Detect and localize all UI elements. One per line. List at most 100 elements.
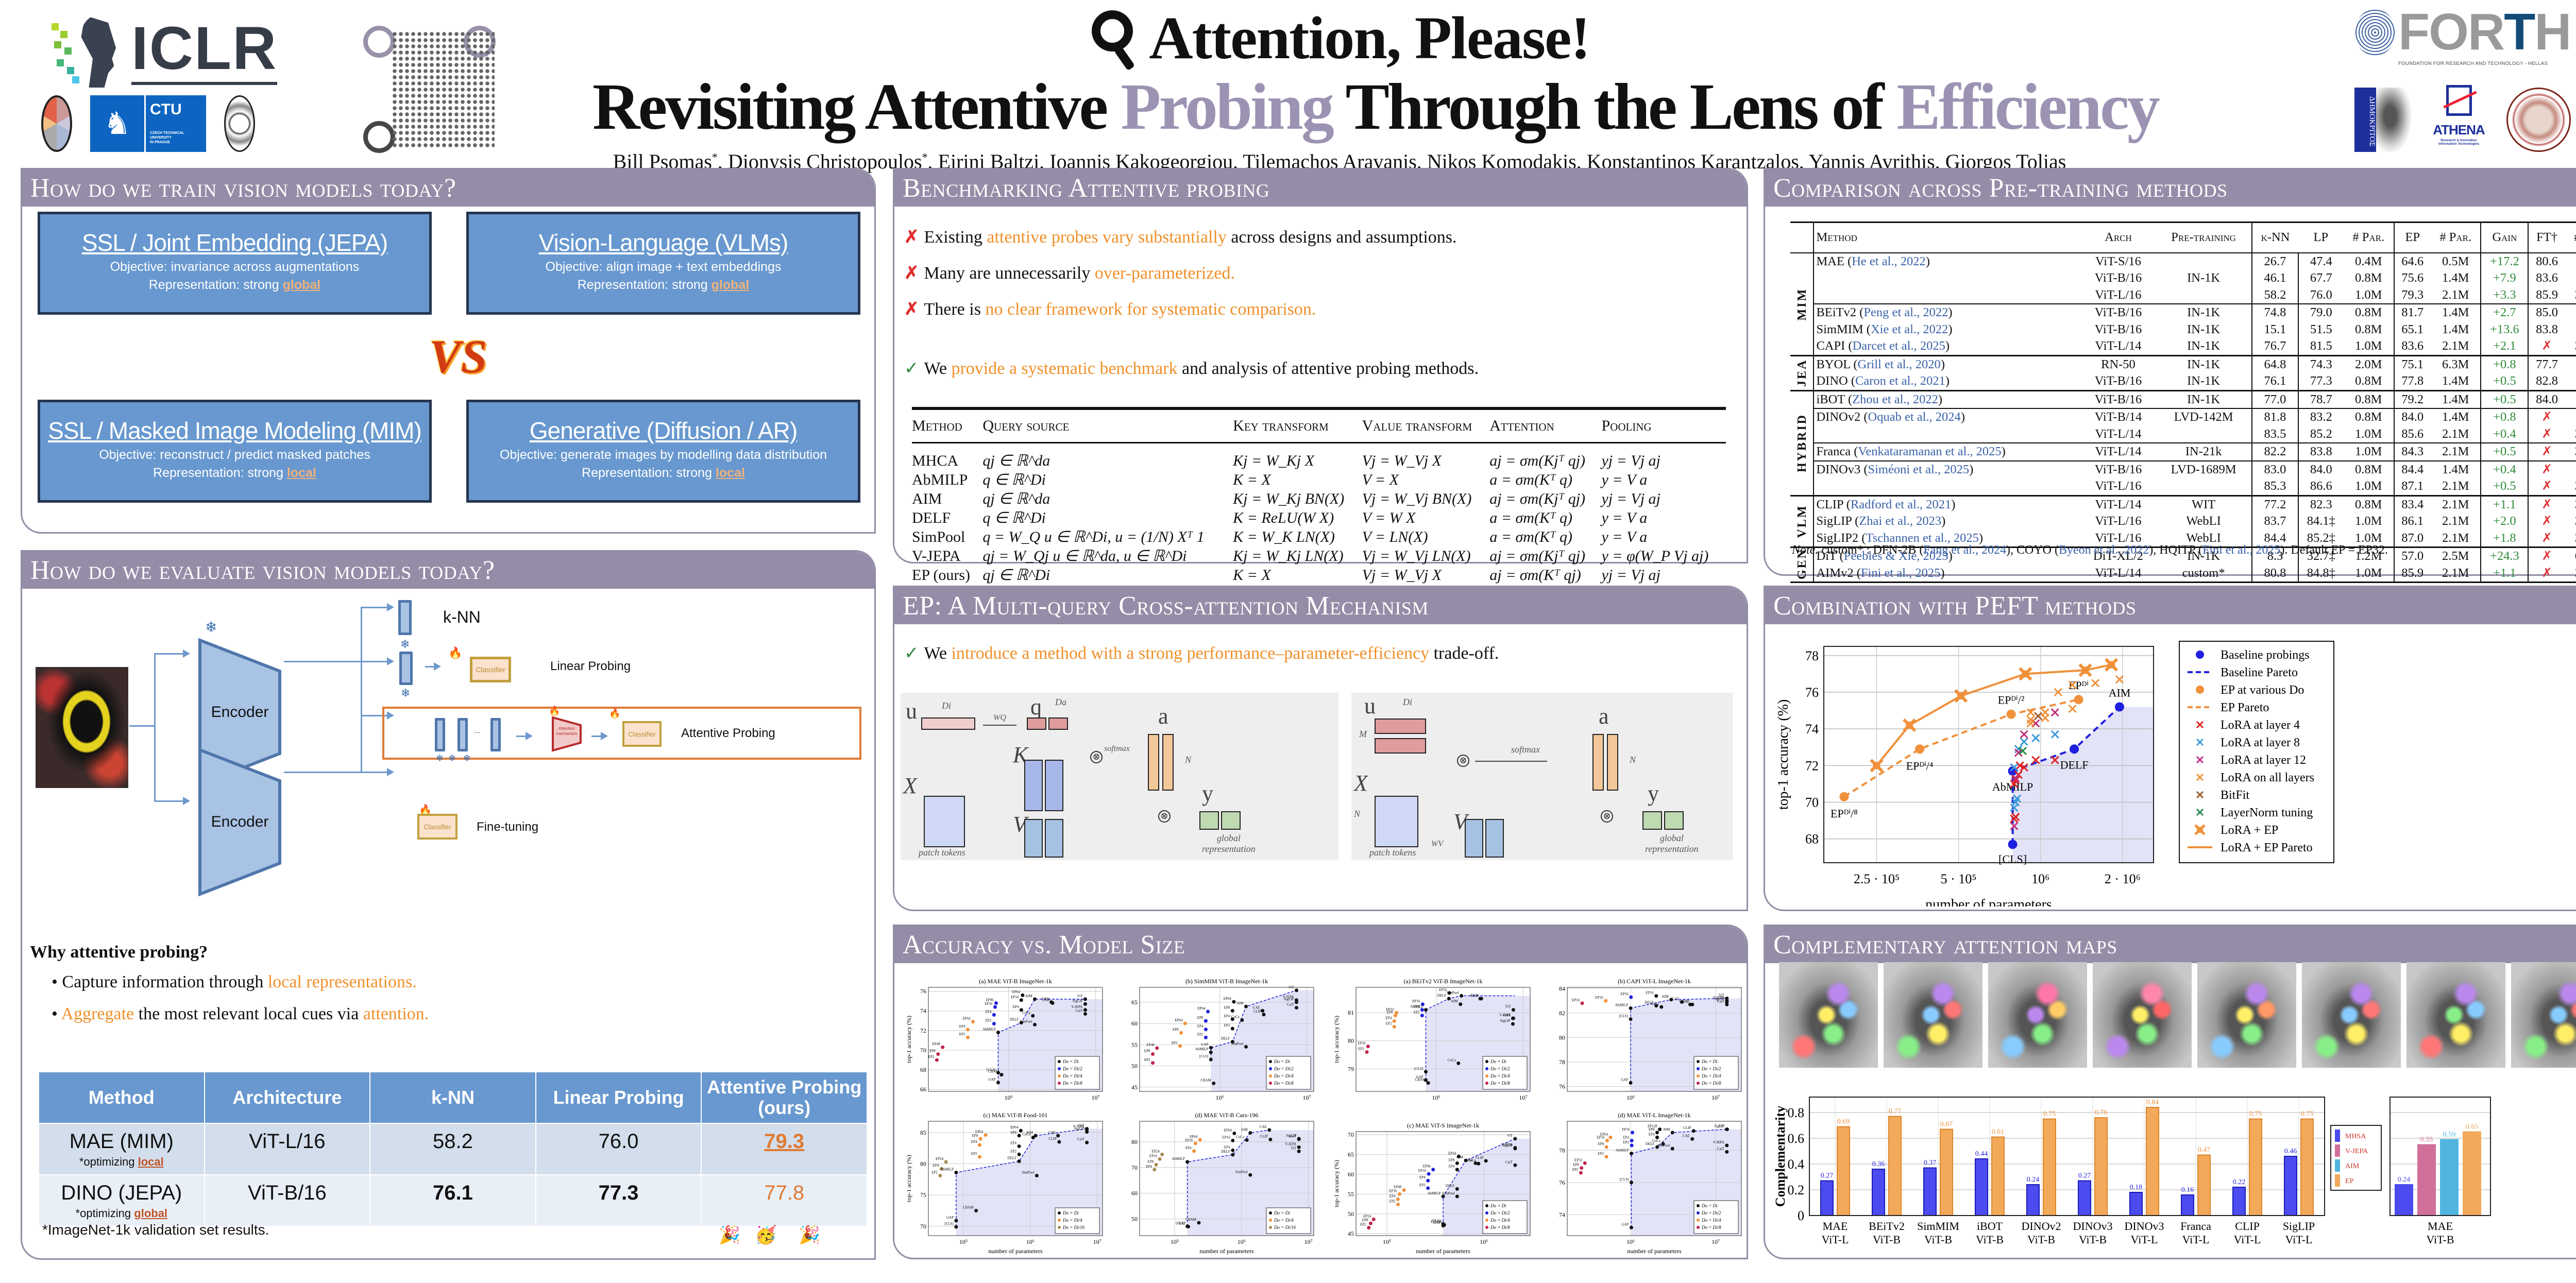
legend-label: LoRA at layer 12 [2221, 754, 2306, 767]
data-label: [CLS] [1620, 1177, 1629, 1182]
data-point [1426, 1186, 1430, 1190]
data-cell: +0.5 [2480, 373, 2529, 390]
data-label: EP16 [1185, 1138, 1193, 1142]
citation-link: Oquab et al., 2024 [1868, 410, 1961, 424]
data-point [1153, 1168, 1157, 1172]
data-cell: IN-1K [2155, 389, 2252, 408]
data-cell: 304M [2565, 287, 2576, 304]
data-label: EP16 [1597, 1136, 1605, 1140]
column-header: Pre-training [2171, 230, 2236, 244]
highlighted-text: provide a systematic benchmark [951, 359, 1178, 378]
data-label: EP8 [1649, 1127, 1655, 1132]
table-row: DELF q ∈ ℝ^Di K = ReLU(W X) V = W X a = σm(K… [912, 508, 1726, 527]
legend-symbol [2196, 686, 2204, 694]
data-label: EP2 [1389, 1199, 1396, 1203]
bar-ep [2463, 1131, 2481, 1216]
qr-code[interactable] [363, 26, 497, 155]
legend-label: V-JEPA [2345, 1148, 2368, 1155]
table-row: MAE (MIM) *optimizing local ViT-L/16 58.2… [38, 1123, 868, 1175]
legend-symbol [2196, 756, 2204, 764]
data-point [1206, 1010, 1210, 1014]
y-tick-label: 72 [920, 1027, 926, 1034]
plot-frame [1823, 646, 2154, 863]
y-tick-label: 70 [920, 1047, 926, 1054]
data-label: EP8 [1362, 1218, 1368, 1222]
legend-symbol [1485, 1074, 1488, 1077]
x-tick-label: ViT-B [1924, 1233, 1952, 1246]
bar-value-label: 0.46 [2284, 1148, 2297, 1155]
table-row: GEN DiT (Peebles & Xie, 2023) DiT-XL/2 IN-1… [1790, 546, 2576, 583]
data-label: SigLIP [1074, 1127, 1084, 1131]
data-cell: 2.1M [2430, 442, 2481, 461]
data-label: CLIP [1049, 1137, 1057, 1141]
y-tick-label: 74 [920, 1007, 926, 1015]
data-point [954, 1170, 958, 1174]
data-cell: 2.1M [2430, 494, 2481, 513]
data-label: CaiT [1077, 1137, 1085, 1141]
data-point-ep-at-various-do [2074, 695, 2083, 705]
column-header: k-NN [2251, 222, 2298, 253]
input-image-fish [36, 667, 128, 788]
iclr-logo: ICLR [49, 13, 322, 90]
data-label: CLIP [1260, 1134, 1268, 1138]
train-box-generative: Generative (Diffusion / AR) Objective: g… [466, 400, 860, 503]
contribution-item: ✓ We introduce a method with a strong per… [904, 643, 1499, 663]
legend-label: AIM [2345, 1162, 2360, 1170]
data-point [1690, 1002, 1694, 1006]
data-point-lora-on-all-layers [2026, 715, 2035, 724]
y-tick-label: 72 [1805, 758, 1819, 773]
data-point [996, 1081, 1000, 1085]
method-cell: DINO (Caron et al., 2021) [1813, 373, 2081, 390]
citation-link: Byeon et al., 2022 [2058, 543, 2149, 557]
data-label: AIM [1663, 1127, 1670, 1132]
affiliation-logos-right: ΔΗΜΟΚΡΙΤΟΣ ATHENA Research & Innovation I… [2354, 85, 2571, 155]
formula-cell: y = V a [1601, 528, 1648, 545]
data-point [1464, 1158, 1468, 1162]
y-tick-label: 76 [920, 988, 926, 995]
data-point [994, 1001, 998, 1005]
arrow-icon [183, 797, 190, 805]
data-cell: ViT-B/14 [2081, 408, 2156, 426]
data-cell: 67.7 [2297, 270, 2344, 287]
data-cell: 305M [2565, 513, 2576, 530]
data-cell: +2.0 [2480, 513, 2529, 530]
data-label: EP4 [986, 1010, 992, 1014]
data-cell: 87M [2565, 408, 2576, 426]
data-label: SigLIP [1284, 997, 1294, 1001]
y-tick-label: 50 [1348, 1210, 1354, 1218]
bar-value-label: 0.65 [2466, 1123, 2479, 1131]
data-cell: 58.2 [2251, 286, 2298, 304]
feature-vector [435, 718, 445, 751]
data-point [1691, 1129, 1696, 1133]
data-point [1017, 1152, 1021, 1156]
formula-cell: aj = σm(Kjᵀ qj) [1489, 452, 1586, 469]
data-point [1426, 1178, 1430, 1183]
y-tick-label: 80 [1559, 1034, 1565, 1041]
data-cell: 305M [2565, 530, 2576, 548]
data-point [1631, 1131, 1635, 1135]
panel-title: Benchmarking Attentive probing [894, 169, 1747, 207]
bullet-item: • Aggregate the most relevant local cues… [52, 1004, 429, 1024]
data-cell: 79.0 [2297, 303, 2344, 321]
data-cell: 6.3M [2430, 354, 2481, 373]
column-header: Architecture [204, 1071, 371, 1124]
data-cell: +7.9 [2480, 270, 2529, 287]
data-point [1629, 1152, 1633, 1156]
uoc-seal-logo [2506, 88, 2571, 152]
x-tick-label: DINOv2 [2022, 1220, 2061, 1233]
data-label: CBAM [1415, 1078, 1426, 1082]
frozen-snowflake-icon: ❄ [205, 620, 217, 636]
limitation-item: ✗ Existing attentive probes vary substant… [904, 227, 1457, 247]
data-label: CaiT [1505, 1160, 1513, 1164]
citation-link: Fang et al., 2024 [1923, 543, 2006, 557]
formula-cell: Vj = W_Vj BN(X) [1362, 490, 1472, 507]
data-label: AbMILP [941, 1167, 954, 1171]
data-point [1261, 1008, 1265, 1013]
data-label: AIM [1026, 1131, 1033, 1135]
formula-cell: q ∈ ℝ^Di [982, 471, 1046, 488]
data-point [1630, 1143, 1634, 1148]
data-point [1085, 1140, 1089, 1144]
legend-swatch [2335, 1174, 2340, 1187]
table-row: SigLIP (Zhai et al., 2023) ViT-L/16 WebLI 8… [1790, 513, 2576, 530]
highlighted-text: over-parameterized. [1094, 264, 1235, 283]
